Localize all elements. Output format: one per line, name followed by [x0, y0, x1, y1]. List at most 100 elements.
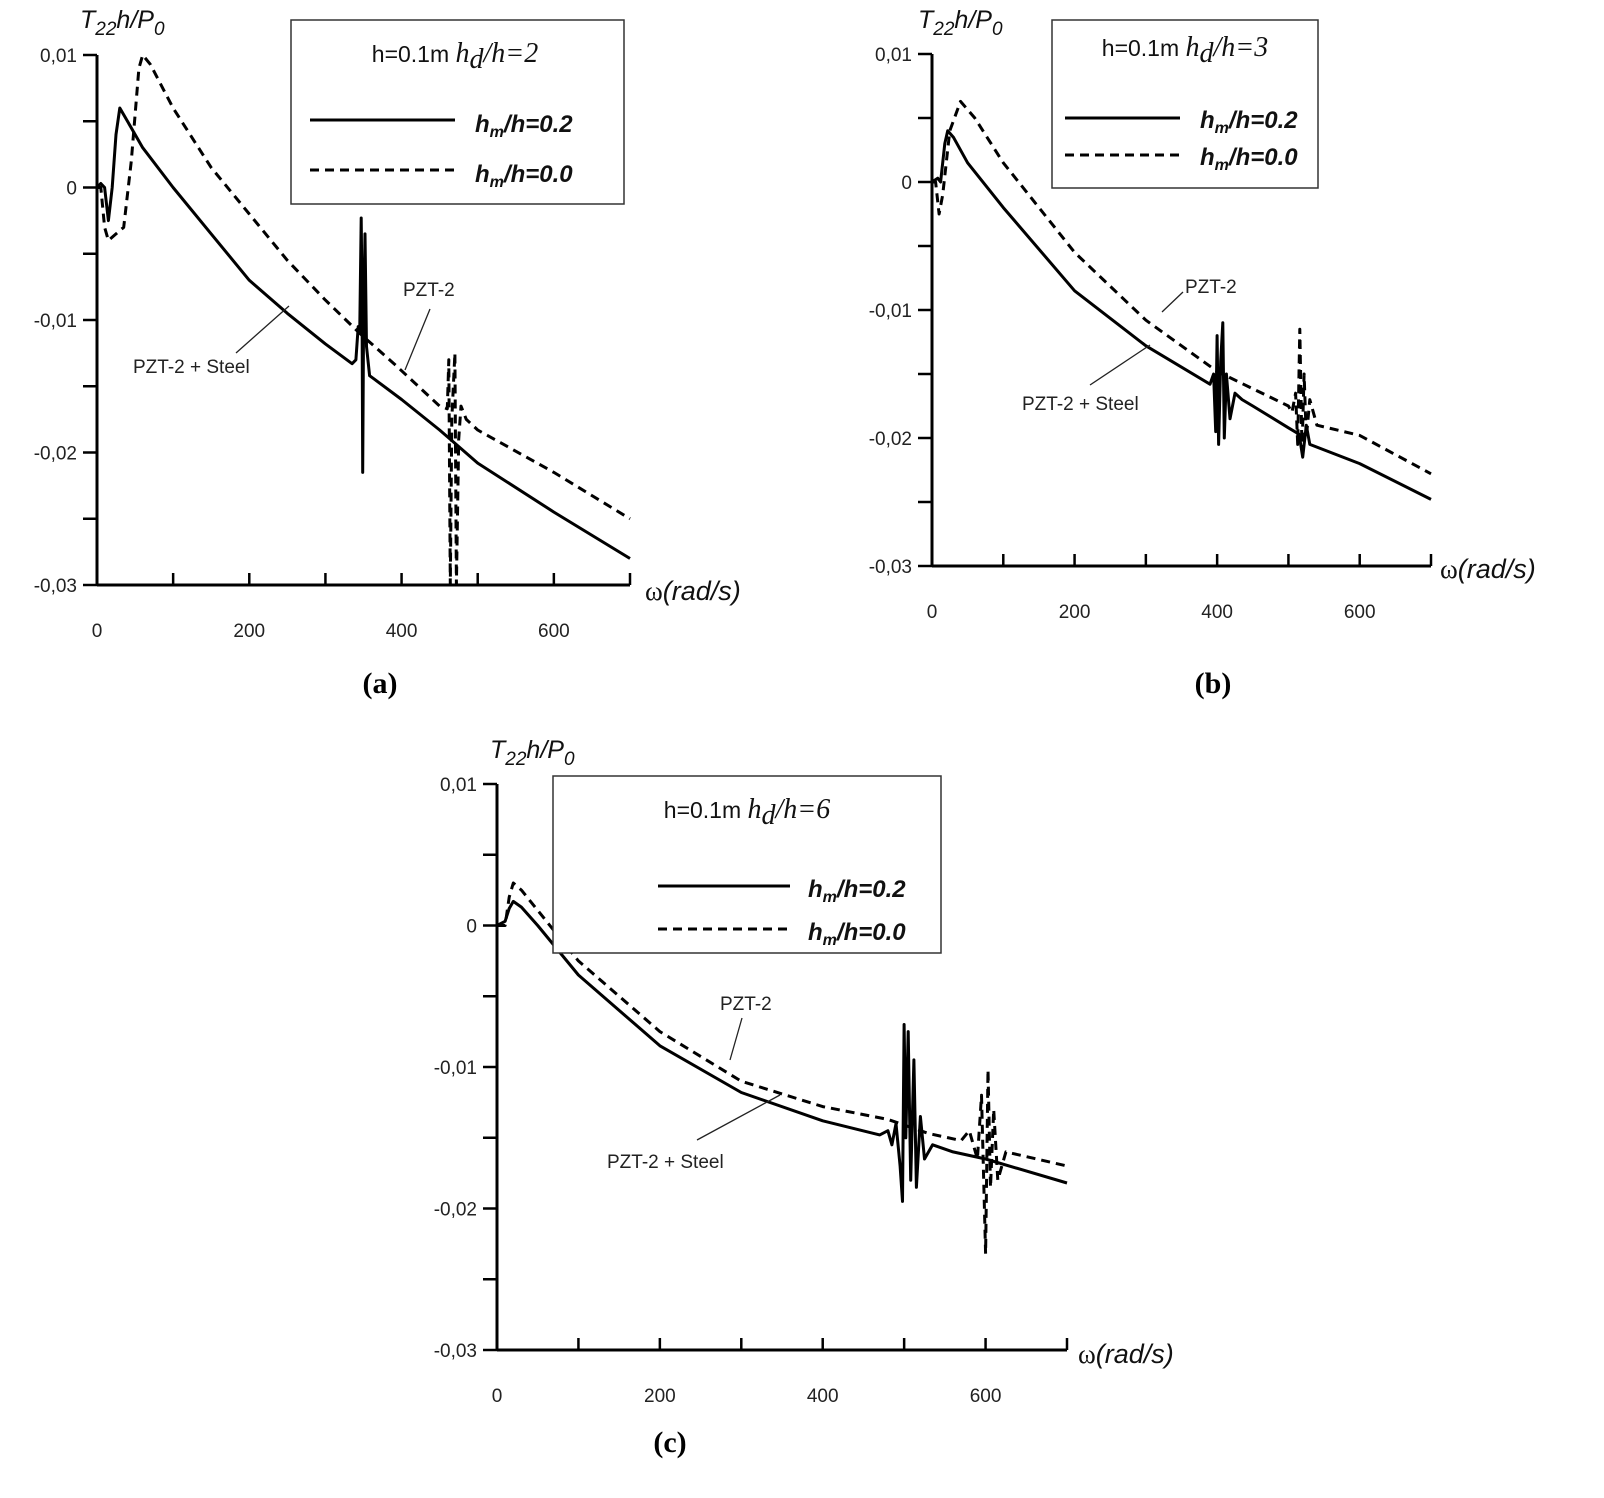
tspan: (rad/s)	[1458, 554, 1536, 584]
tspan: 0	[564, 749, 575, 770]
tspan: /h=0.0	[1228, 144, 1298, 171]
tspan: /h=0.2	[503, 111, 573, 138]
panel-label: (b)	[1195, 667, 1232, 700]
x-tick-label: 600	[538, 621, 570, 642]
x-tick-label: 600	[1344, 602, 1376, 623]
y-axis-label: T22h/P0	[80, 6, 165, 40]
annotation-leader	[1161, 291, 1184, 313]
tspan: h/P	[116, 6, 154, 34]
panel-label: (a)	[363, 667, 398, 700]
y-tick-label: 0,01	[875, 45, 912, 66]
tspan: h	[475, 111, 490, 138]
tspan: h	[1186, 32, 1200, 63]
tspan: 22	[932, 19, 955, 40]
y-tick-label: -0,03	[869, 557, 912, 578]
tspan: /h=6	[774, 794, 831, 825]
tspan: d	[762, 800, 777, 831]
x-tick-label: 600	[970, 1386, 1002, 1407]
tspan: h	[748, 794, 762, 825]
tspan: /h=0.0	[836, 919, 906, 946]
legend-label: hm/h=0.2	[475, 111, 573, 141]
annotation-label: PZT-2	[403, 280, 455, 301]
annotation-leader	[1089, 344, 1151, 386]
y-tick-label: 0,01	[40, 46, 77, 67]
tspan: m	[490, 124, 504, 141]
tspan: /h=0.2	[1228, 107, 1298, 134]
legend: h=0.1m hd/h=2hm/h=0.2hm/h=0.0	[290, 19, 625, 205]
legend-label: hm/h=0.2	[1200, 107, 1298, 137]
x-tick-label: 0	[92, 621, 103, 642]
tspan: d	[470, 44, 485, 75]
series-line-solid	[931, 129, 1432, 501]
series-line-dashed	[97, 53, 631, 587]
tspan: 22	[94, 19, 117, 40]
y-tick-label: -0,02	[34, 444, 77, 465]
legend-label: hm/h=0.0	[475, 161, 573, 191]
annotation-label: PZT-2 + Steel	[607, 1152, 724, 1173]
x-tick-label: 400	[1201, 602, 1233, 623]
chart-panel-a: 0,010-0,01-0,02-0,030 200 400 600T22h/P0ω(r…	[34, 6, 741, 700]
y-tick-label: 0	[466, 917, 477, 938]
legend: h=0.1m hd/h=6hm/h=0.2hm/h=0.0	[552, 775, 942, 954]
x-tick-label: 400	[807, 1386, 839, 1407]
tspan: m	[1215, 157, 1229, 174]
annotation-label: PZT-2 + Steel	[1022, 394, 1139, 415]
tspan: h=0.1m	[1102, 35, 1186, 61]
y-tick-label: -0,02	[869, 429, 912, 450]
x-axis-label: ω(rad/s)	[645, 576, 741, 606]
chart-panel-c: 0,010-0,01-0,02-0,030 200 400 600T22h/P0ω(r…	[434, 736, 1174, 1459]
tspan: 0	[154, 19, 165, 40]
legend-title: h=0.1m hd/h=2	[372, 38, 538, 75]
series-line-dashed	[497, 881, 1068, 1256]
x-tick-label: 0	[492, 1386, 503, 1407]
legend: h=0.1m hd/h=3hm/h=0.2hm/h=0.0	[1051, 19, 1319, 189]
tspan: (rad/s)	[663, 576, 741, 606]
series-line-solid	[496, 899, 1068, 1203]
annotation-label: PZT-2	[720, 994, 772, 1015]
annotation-label: PZT-2	[1185, 277, 1237, 298]
tspan: h/P	[954, 6, 992, 34]
tspan: /h=3	[1212, 32, 1269, 63]
legend-box	[290, 19, 625, 205]
annotation-leader	[729, 1017, 743, 1061]
x-axis-label: ω(rad/s)	[1078, 1339, 1174, 1369]
tspan: /h=0.2	[836, 876, 906, 903]
tspan: h	[456, 38, 470, 69]
x-axis-label: ω(rad/s)	[1440, 554, 1536, 584]
y-tick-label: -0,01	[34, 311, 77, 332]
legend-label: hm/h=0.0	[1200, 144, 1298, 174]
tspan: (rad/s)	[1096, 1339, 1174, 1369]
tspan: ω	[1440, 554, 1458, 584]
legend-box	[1051, 19, 1319, 189]
series-line-solid	[95, 106, 631, 560]
series-line-dashed	[932, 99, 1432, 476]
y-axis-label: T22h/P0	[490, 736, 575, 770]
panel-label: (c)	[653, 1426, 686, 1459]
tspan: d	[1200, 38, 1215, 69]
x-tick-label: 200	[644, 1386, 676, 1407]
legend-title: h=0.1m hd/h=3	[1102, 32, 1268, 69]
tspan: ω	[645, 576, 663, 606]
x-tick-label: 0	[927, 602, 938, 623]
annotation-leader	[235, 305, 290, 354]
tspan: h	[475, 161, 490, 188]
y-tick-label: 0,01	[440, 775, 477, 796]
legend-title: h=0.1m hd/h=6	[664, 794, 830, 831]
tspan: T	[490, 736, 507, 764]
tspan: 0	[992, 19, 1003, 40]
y-tick-label: -0,01	[869, 301, 912, 322]
tspan: h	[808, 919, 823, 946]
y-tick-label: -0,02	[434, 1200, 477, 1221]
tspan: T	[918, 6, 935, 34]
tspan: h=0.1m	[372, 41, 456, 67]
tspan: 22	[504, 749, 527, 770]
y-tick-label: -0,01	[434, 1058, 477, 1079]
tspan: h	[1200, 144, 1215, 171]
y-tick-label: 0	[66, 179, 77, 200]
tspan: h=0.1m	[664, 797, 748, 823]
x-tick-label: 200	[233, 621, 265, 642]
y-tick-label: 0	[901, 173, 912, 194]
tspan: T	[80, 6, 97, 34]
tspan: m	[823, 932, 837, 949]
tspan: ω	[1078, 1339, 1096, 1369]
